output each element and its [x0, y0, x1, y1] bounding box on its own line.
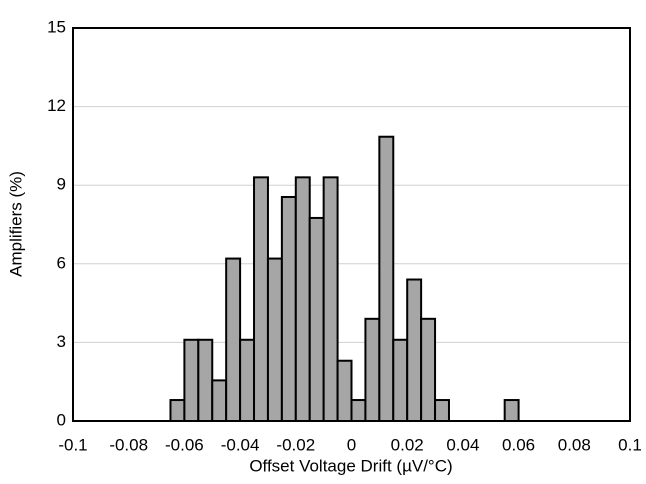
x-tick-label: -0.1: [58, 435, 87, 454]
bar: [336, 359, 353, 422]
bar: [406, 278, 423, 422]
bar: [420, 317, 437, 423]
bar: [322, 176, 339, 422]
x-tick-label: 0.02: [391, 435, 424, 454]
bar: [378, 135, 395, 422]
bar: [503, 399, 520, 423]
x-tick-label: 0.08: [558, 435, 591, 454]
x-tick-label: -0.06: [165, 435, 204, 454]
bar: [266, 257, 283, 422]
y-tick-label: 6: [57, 253, 66, 272]
x-tick-label: -0.08: [109, 435, 148, 454]
plot-frame: [72, 27, 631, 422]
y-tick-label: 9: [57, 175, 66, 194]
bar: [434, 399, 450, 423]
bar: [392, 338, 409, 422]
bar: [364, 317, 381, 423]
y-tick-label: 12: [47, 96, 66, 115]
bar: [239, 338, 256, 422]
y-axis-label: Amplifiers (%): [6, 171, 25, 277]
x-tick-label: 0: [347, 435, 356, 454]
bar: [211, 379, 228, 423]
bar: [350, 399, 367, 423]
y-tick-label: 0: [57, 410, 66, 429]
bar: [253, 176, 269, 422]
bar: [280, 195, 297, 422]
bar: [294, 176, 311, 422]
bar: [225, 257, 242, 422]
y-tick-label: 15: [47, 17, 66, 36]
x-tick-label: 0.04: [446, 435, 479, 454]
x-tick-label: -0.04: [221, 435, 260, 454]
bar: [197, 338, 214, 422]
bar: [169, 399, 186, 423]
x-tick-label: -0.02: [276, 435, 315, 454]
x-tick-label: 0.1: [618, 435, 642, 454]
x-axis-label: Offset Voltage Drift (µV/°C): [249, 456, 452, 475]
bar: [308, 216, 325, 422]
y-tick-label: 3: [57, 332, 66, 351]
x-tick-label: 0.06: [502, 435, 535, 454]
bar: [183, 338, 200, 422]
